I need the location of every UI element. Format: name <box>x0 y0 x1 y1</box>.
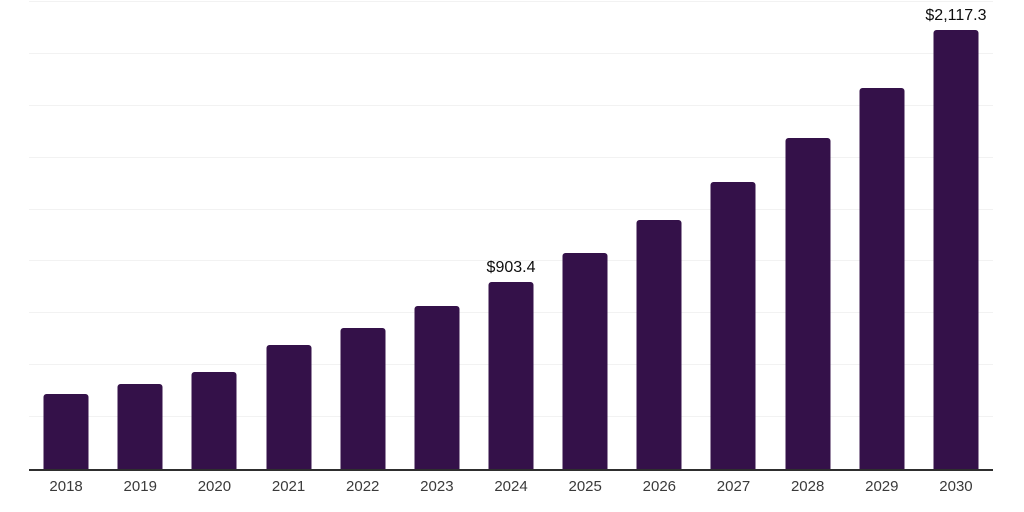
x-axis-line <box>29 469 993 471</box>
bar-2027 <box>710 182 756 469</box>
gridline-1500 <box>29 156 993 158</box>
gridline-2000 <box>29 52 993 54</box>
bar-value-label-2024: $903.4 <box>486 258 536 276</box>
bar-slot-2024: $903.4 <box>474 0 548 469</box>
bar-slot-2022 <box>326 0 400 469</box>
bar-2028 <box>785 138 831 469</box>
x-axis-label-2028: 2028 <box>790 478 825 495</box>
x-axis-label-2019: 2019 <box>123 478 157 495</box>
bar-2030 <box>933 29 979 469</box>
bar-slot-2029 <box>845 0 919 469</box>
bar-2025 <box>562 252 608 469</box>
x-axis-label-2025: 2025 <box>568 478 602 495</box>
bar-2029 <box>859 87 905 469</box>
gridline-1750 <box>29 104 993 106</box>
bar-2022 <box>340 328 386 469</box>
bar-slot-2018 <box>29 0 103 469</box>
bar-slot-2019 <box>103 0 177 469</box>
x-axis-label-2027: 2027 <box>716 478 751 495</box>
bar-2024 <box>488 281 534 469</box>
x-axis-label-2030: 2030 <box>939 478 973 495</box>
x-axis-label-2023: 2023 <box>420 478 454 495</box>
bar-slot-2020 <box>177 0 251 469</box>
plot-area: $903.4 $2,117.3 <box>29 0 993 471</box>
bar-slot-2028 <box>771 0 845 469</box>
x-axis-label-2024: 2024 <box>494 478 528 495</box>
bar-2018 <box>43 394 89 469</box>
bar-slot-2027 <box>696 0 770 469</box>
bar-slot-2021 <box>251 0 325 469</box>
gridline-1000 <box>29 260 993 262</box>
bar-slot-2030: $2,117.3 <box>919 0 993 469</box>
x-axis-label-2022: 2022 <box>346 478 380 495</box>
bar-slot-2025 <box>548 0 622 469</box>
x-axis-label-2021: 2021 <box>271 478 306 495</box>
bar-value-label-2030: $2,117.3 <box>925 6 987 24</box>
bar-2026 <box>636 219 682 469</box>
x-axis-label-2018: 2018 <box>49 478 83 495</box>
bar-slot-2026 <box>622 0 696 469</box>
bar-2021 <box>266 344 312 469</box>
gridline-2250 <box>29 1 993 3</box>
bar-2020 <box>191 372 237 469</box>
x-axis-label-2020: 2020 <box>197 478 232 495</box>
bar-2019 <box>117 383 163 469</box>
x-axis-label-2029: 2029 <box>865 478 899 495</box>
bar-slots: $903.4 $2,117.3 <box>29 0 993 469</box>
x-axis-label-2026: 2026 <box>642 478 677 495</box>
bar-2023 <box>414 306 460 469</box>
bar-slot-2023 <box>400 0 474 469</box>
x-axis-tick-row: 2018 2019 2020 2021 2022 2023 2024 2025 2026 2027… <box>29 478 993 496</box>
gridline-1250 <box>29 208 993 210</box>
